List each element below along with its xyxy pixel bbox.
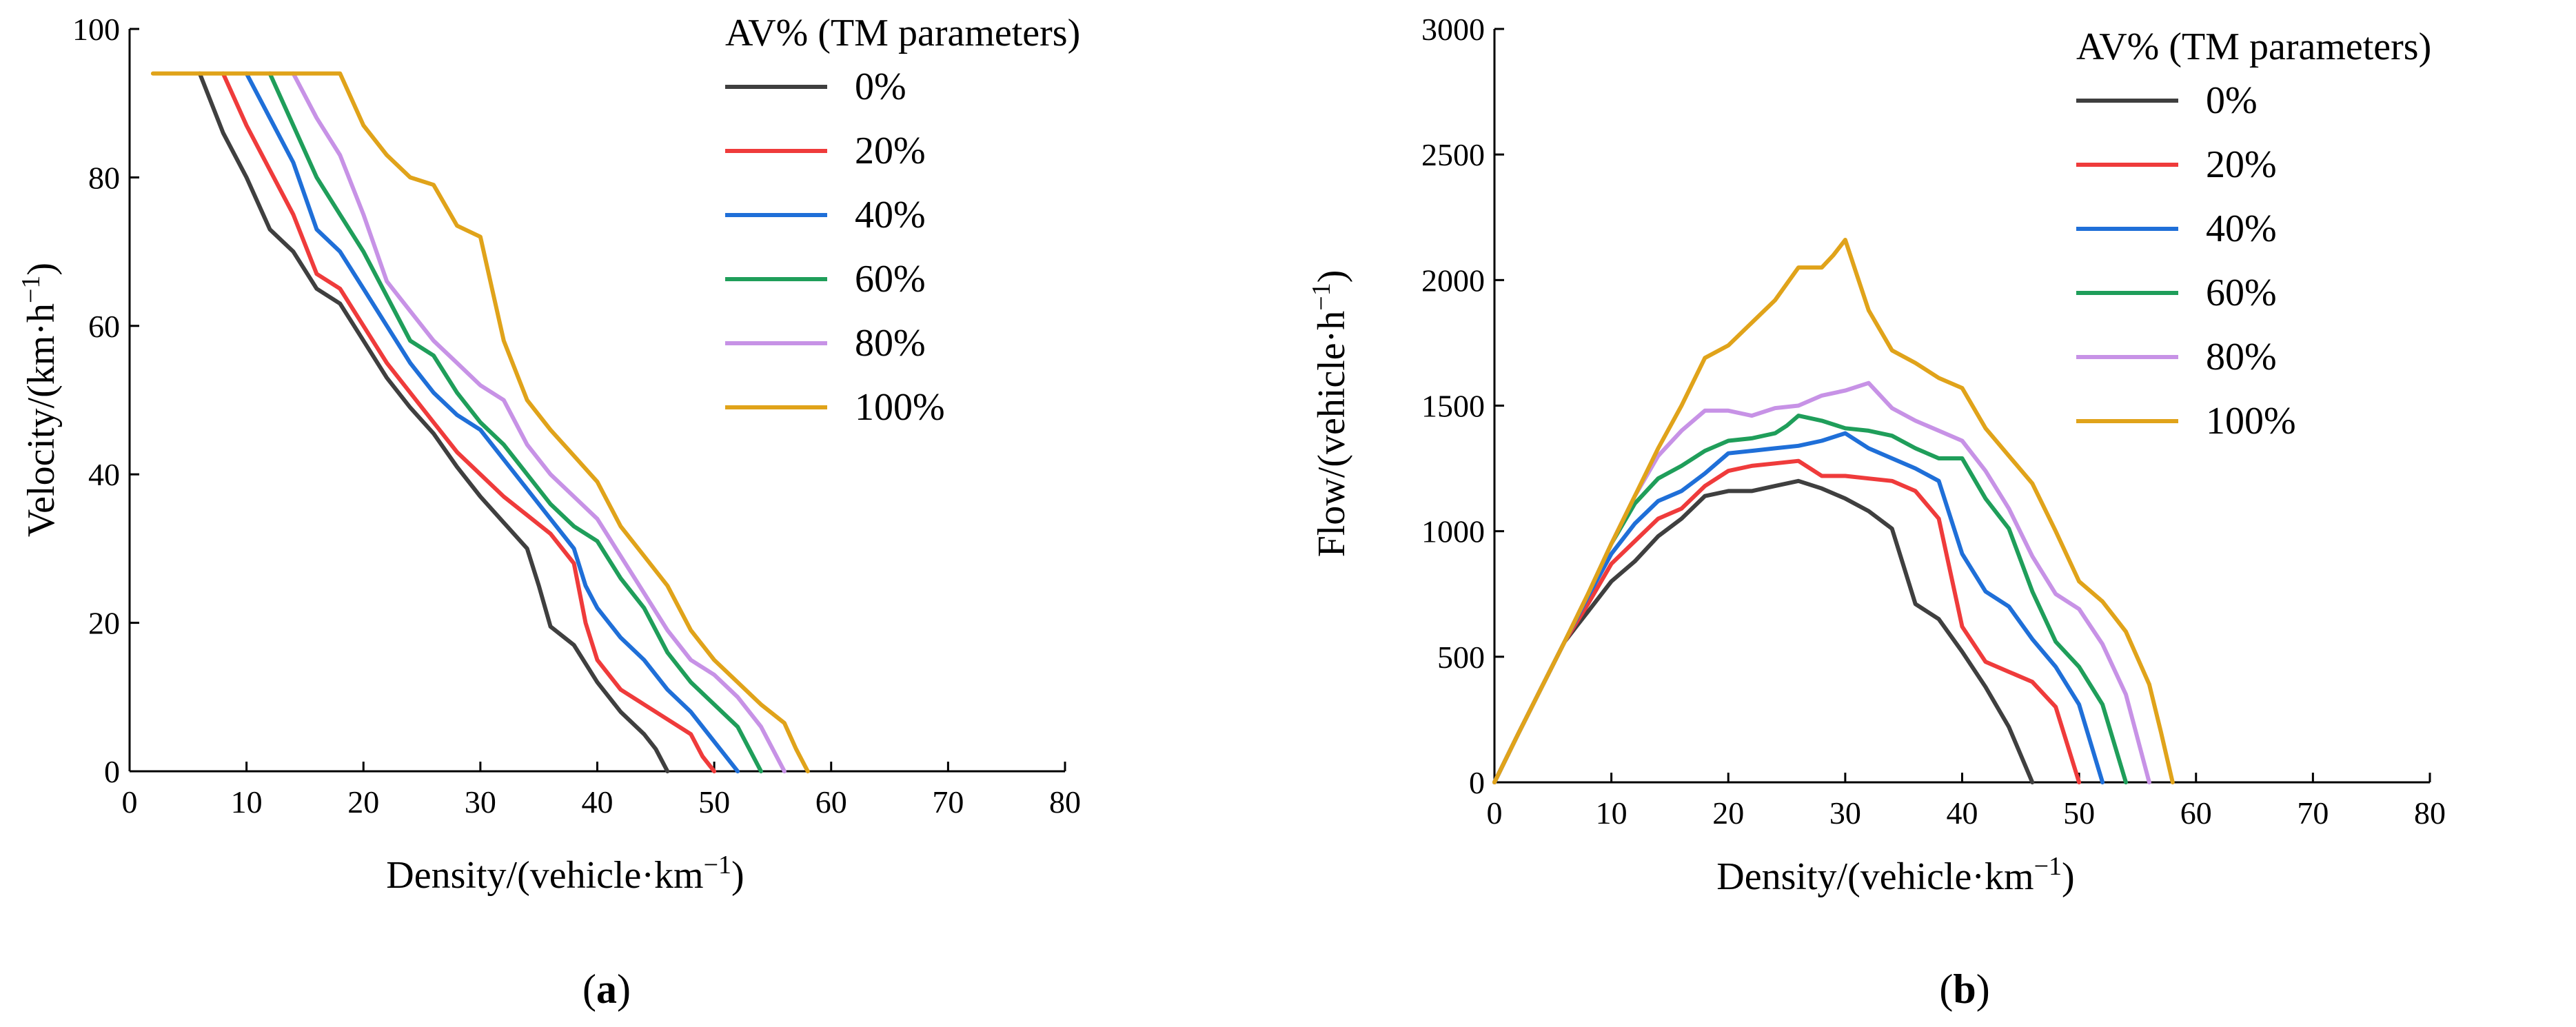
panel-b-y-tick-label: 500 xyxy=(1437,640,1485,675)
panel-a-x-tick-label: 40 xyxy=(582,784,613,820)
panel-a-y-tick-label: 0 xyxy=(104,754,120,789)
panel-b-series-lines xyxy=(1492,238,2175,784)
panel-a-series-40pct-line xyxy=(244,71,740,773)
panel-a-x-tick-label: 60 xyxy=(815,784,847,820)
panel-b: 0 10 20 30 40 50 60 70 80 0 500 1000 1500 2000 2500 300… xyxy=(1307,12,2446,1012)
panel-a-x-tick-label: 50 xyxy=(698,784,730,820)
panel-a-legend: AV% (TM parameters) 0% 20% 40% 60% 80% 100% xyxy=(725,12,1080,429)
panel-a-x-tick-label: 10 xyxy=(231,784,263,820)
panel-a-legend-label: 40% xyxy=(855,194,926,236)
panel-b-legend-label: 20% xyxy=(2206,143,2277,186)
panel-a-series-20pct-line xyxy=(221,71,717,773)
panel-b-legend-label: 80% xyxy=(2206,336,2277,378)
panel-a-ticks: 0 10 20 30 40 50 60 70 80 0 20 40 60 80 100 xyxy=(72,12,1081,820)
panel-b-caption: (b) xyxy=(1939,966,1989,1012)
panel-b-series-40pct-line xyxy=(1492,431,2105,784)
panel-b-x-tick-label: 0 xyxy=(1487,795,1503,831)
panel-b-y-tick-label: 2000 xyxy=(1421,263,1485,298)
panel-b-legend-label: 0% xyxy=(2206,79,2258,122)
panel-a-x-tick-label: 0 xyxy=(122,784,138,820)
panel-a-x-axis-label: Density/(vehicle·km−1) xyxy=(386,851,744,897)
panel-b-series-100pct-line xyxy=(1492,238,2175,784)
panel-b-legend-label: 100% xyxy=(2206,400,2296,443)
panel-a-y-axis-label: Velocity/(km·h−1) xyxy=(17,263,63,537)
panel-a-x-tick-label: 30 xyxy=(465,784,496,820)
panel-a-series-100pct-line xyxy=(150,71,810,773)
panel-a-y-tick-label: 20 xyxy=(88,606,120,641)
panel-b-legend-items: 0% 20% 40% 60% 80% 100% xyxy=(2076,79,2296,443)
panel-b-x-tick-label: 40 xyxy=(1947,795,1978,831)
panel-b-y-axis-label: Flow/(vehicle·h−1) xyxy=(1307,270,1353,558)
panel-b-legend-title: AV% (TM parameters) xyxy=(2076,26,2431,68)
panel-b-y-tick-label: 0 xyxy=(1469,765,1485,800)
panel-b-y-tick-label: 3000 xyxy=(1421,12,1485,47)
panel-a-series-0pct-line xyxy=(197,71,670,773)
panel-a-legend-items: 0% 20% 40% 60% 80% 100% xyxy=(725,65,945,429)
panel-b-x-tick-label: 20 xyxy=(1712,795,1744,831)
panel-a-legend-label: 0% xyxy=(855,65,906,108)
panel-b-x-tick-label: 30 xyxy=(1829,795,1861,831)
panel-b-y-tick-label: 1000 xyxy=(1421,514,1485,549)
panel-a-series-80pct-line xyxy=(291,71,787,773)
panel-b-x-tick-label: 80 xyxy=(2414,795,2446,831)
panel-b-x-tick-label: 70 xyxy=(2297,795,2329,831)
panel-a-legend-label: 100% xyxy=(855,386,945,429)
panel-a-x-tick-label: 80 xyxy=(1049,784,1081,820)
panel-b-y-tick-label: 2500 xyxy=(1421,137,1485,172)
panel-b-x-tick-label: 10 xyxy=(1596,795,1627,831)
panel-b-series-20pct-line xyxy=(1492,458,2082,784)
panel-a-legend-label: 60% xyxy=(855,258,926,301)
panel-a-x-tick-label: 20 xyxy=(347,784,379,820)
panel-a-legend-title: AV% (TM parameters) xyxy=(725,12,1080,54)
panel-a-y-tick-label: 60 xyxy=(88,309,120,344)
panel-a-series-lines xyxy=(150,71,810,773)
panel-a-y-tick-label: 40 xyxy=(88,457,120,492)
panel-b-legend-label: 40% xyxy=(2206,207,2277,250)
panel-b-y-tick-label: 1500 xyxy=(1421,389,1485,424)
panel-a-caption: (a) xyxy=(582,966,631,1012)
panel-a-series-60pct-line xyxy=(267,71,763,773)
panel-b-ticks: 0 10 20 30 40 50 60 70 80 0 500 1000 1500 2000 2500 300… xyxy=(1421,12,2446,831)
panel-a-legend-label: 20% xyxy=(855,130,926,172)
panel-a-y-tick-label: 80 xyxy=(88,160,120,195)
panel-a: 0 10 20 30 40 50 60 70 80 0 20 40 60 80 100 Velocity/(… xyxy=(17,12,1081,1012)
panel-b-x-tick-label: 50 xyxy=(2063,795,2095,831)
panel-a-legend-label: 80% xyxy=(855,322,926,365)
panel-a-x-tick-label: 70 xyxy=(932,784,964,820)
panel-b-x-axis-label: Density/(vehicle·km−1) xyxy=(1716,852,2074,898)
panel-b-x-tick-label: 60 xyxy=(2180,795,2212,831)
panel-a-y-tick-label: 100 xyxy=(72,12,120,47)
panel-b-legend-label: 60% xyxy=(2206,272,2277,314)
panel-b-legend: AV% (TM parameters) 0% 20% 40% 60% 80% 100% xyxy=(2076,26,2431,443)
